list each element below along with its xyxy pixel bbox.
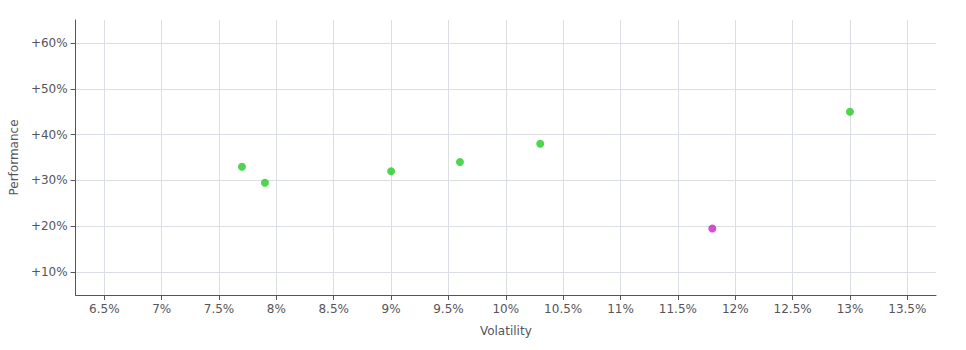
svg-text:7.5%: 7.5% — [204, 302, 235, 316]
svg-text:10%: 10% — [492, 302, 519, 316]
svg-text:+20%: +20% — [31, 219, 68, 233]
svg-text:13.5%: 13.5% — [888, 302, 926, 316]
svg-text:+10%: +10% — [31, 265, 68, 279]
svg-text:13%: 13% — [837, 302, 864, 316]
svg-text:11%: 11% — [607, 302, 634, 316]
svg-text:8%: 8% — [267, 302, 286, 316]
svg-text:9.5%: 9.5% — [433, 302, 464, 316]
svg-text:7%: 7% — [152, 302, 171, 316]
svg-text:12.5%: 12.5% — [774, 302, 812, 316]
svg-text:+40%: +40% — [31, 128, 68, 142]
svg-text:6.5%: 6.5% — [89, 302, 120, 316]
svg-text:+50%: +50% — [31, 82, 68, 96]
svg-text:+60%: +60% — [31, 36, 68, 50]
svg-text:+30%: +30% — [31, 173, 68, 187]
svg-text:12%: 12% — [722, 302, 749, 316]
svg-text:10.5%: 10.5% — [544, 302, 582, 316]
svg-text:Volatility: Volatility — [480, 324, 532, 338]
svg-text:Performance: Performance — [7, 119, 21, 195]
svg-text:11.5%: 11.5% — [659, 302, 697, 316]
svg-text:8.5%: 8.5% — [318, 302, 349, 316]
svg-text:9%: 9% — [382, 302, 401, 316]
